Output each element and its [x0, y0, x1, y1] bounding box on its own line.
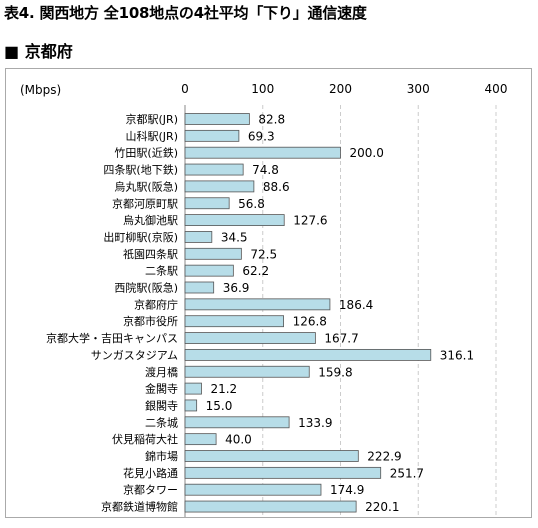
bar	[184, 466, 382, 479]
x-tick-label: 300	[407, 82, 430, 96]
value-label: 126.8	[293, 315, 327, 329]
value-label: 316.1	[440, 348, 474, 362]
bar	[184, 197, 230, 210]
category-label: 竹田駅(近鉄)	[114, 146, 178, 160]
category-label: 錦市場	[145, 449, 178, 463]
bar	[184, 113, 250, 125]
bar	[184, 348, 432, 361]
category-labels: 京都駅(JR) 山科駅(JR) 竹田駅(近鉄) 四条駅(地下鉄) 烏丸駅(阪急) 京都河原…	[46, 112, 178, 514]
category-label: 二条城	[145, 415, 178, 429]
value-label: 200.0	[350, 146, 384, 160]
value-label: 34.5	[221, 230, 248, 244]
category-label: 京都市役所	[123, 314, 178, 328]
bar	[184, 298, 331, 311]
bar	[184, 231, 213, 243]
bar	[184, 500, 357, 513]
x-tick-label: 100	[251, 82, 274, 96]
value-label: 74.8	[252, 163, 279, 177]
unit-label: (Mbps)	[20, 83, 61, 97]
bar	[184, 163, 244, 176]
category-label: 花見小路通	[123, 467, 178, 480]
category-label: 京都河原町駅	[112, 196, 178, 210]
x-tick-labels: 0 100 200 300 400	[181, 82, 507, 96]
category-label: 銀閣寺	[145, 398, 178, 412]
bar	[184, 264, 234, 277]
category-label: 伏見稲荷大社	[112, 432, 178, 446]
value-label: 40.0	[225, 433, 252, 447]
value-label: 15.0	[206, 399, 233, 413]
value-label: 21.2	[210, 382, 237, 396]
bar	[184, 433, 217, 446]
value-label: 251.7	[390, 466, 424, 480]
value-label: 133.9	[298, 416, 332, 430]
bar	[184, 129, 240, 142]
bar	[184, 315, 284, 328]
category-label: 烏丸御池駅	[123, 213, 178, 227]
bar	[184, 214, 285, 227]
chart-frame: (Mbps) 0 100 200 300 400 京都駅(JR) 山科駅(JR) 竹田駅(近…	[5, 68, 532, 518]
bar	[184, 399, 198, 412]
category-label: 渡月橋	[145, 365, 178, 379]
category-label: 京都駅(JR)	[126, 112, 178, 126]
bar	[184, 180, 255, 193]
bar	[184, 483, 322, 496]
category-label: 京都大学・吉田キャンパス	[46, 331, 178, 345]
bar	[184, 450, 359, 462]
value-label: 72.5	[250, 247, 277, 261]
value-label: 36.9	[223, 281, 250, 295]
value-label: 69.3	[248, 129, 275, 143]
category-label: 京都タワー	[123, 483, 178, 497]
bar	[184, 281, 215, 294]
category-label: 烏丸駅(阪急)	[114, 179, 178, 193]
bar	[184, 416, 290, 429]
category-label: 西院駅(阪急)	[114, 281, 178, 295]
bar	[184, 365, 310, 378]
value-label: 159.8	[318, 365, 352, 379]
value-label: 82.8	[258, 113, 285, 127]
bar-chart: (Mbps) 0 100 200 300 400 京都駅(JR) 山科駅(JR) 竹田駅(近…	[20, 82, 507, 517]
category-label: 出町柳駅(京阪)	[103, 230, 178, 244]
x-tick-label: 400	[485, 82, 508, 96]
bar	[184, 247, 242, 260]
bars	[184, 113, 432, 513]
value-label: 88.6	[263, 180, 290, 194]
value-label: 222.9	[367, 450, 401, 464]
category-label: 祇園四条駅	[123, 247, 178, 261]
bar	[184, 382, 202, 395]
category-label: 京都府庁	[134, 297, 178, 311]
category-label: サンガスタジアム	[91, 349, 178, 362]
value-label: 220.1	[365, 500, 399, 514]
value-label: 167.7	[324, 332, 358, 346]
category-label: 二条駅	[145, 264, 178, 278]
value-label: 127.6	[293, 214, 327, 228]
bar	[184, 146, 341, 159]
bar	[184, 332, 316, 344]
category-label: 京都鉄道博物館	[101, 500, 178, 514]
x-tick-label: 200	[329, 82, 352, 96]
category-label: 四条駅(地下鉄)	[103, 163, 178, 177]
value-label: 62.2	[242, 264, 269, 278]
value-label: 174.9	[330, 483, 364, 497]
x-tick-label: 0	[181, 82, 189, 96]
section-heading: ■ 京都府	[4, 42, 73, 61]
value-labels: 82.8 69.3 200.0 74.8 88.6 56.8 127.6 34.572.5 62…	[206, 113, 474, 515]
value-label: 56.8	[238, 197, 265, 211]
value-label: 186.4	[339, 298, 373, 312]
category-label: 金閣寺	[145, 382, 178, 396]
category-label: 山科駅(JR)	[126, 129, 178, 143]
page-title: 表4. 関西地方 全108地点の4社平均「下り」通信速度	[4, 4, 367, 22]
